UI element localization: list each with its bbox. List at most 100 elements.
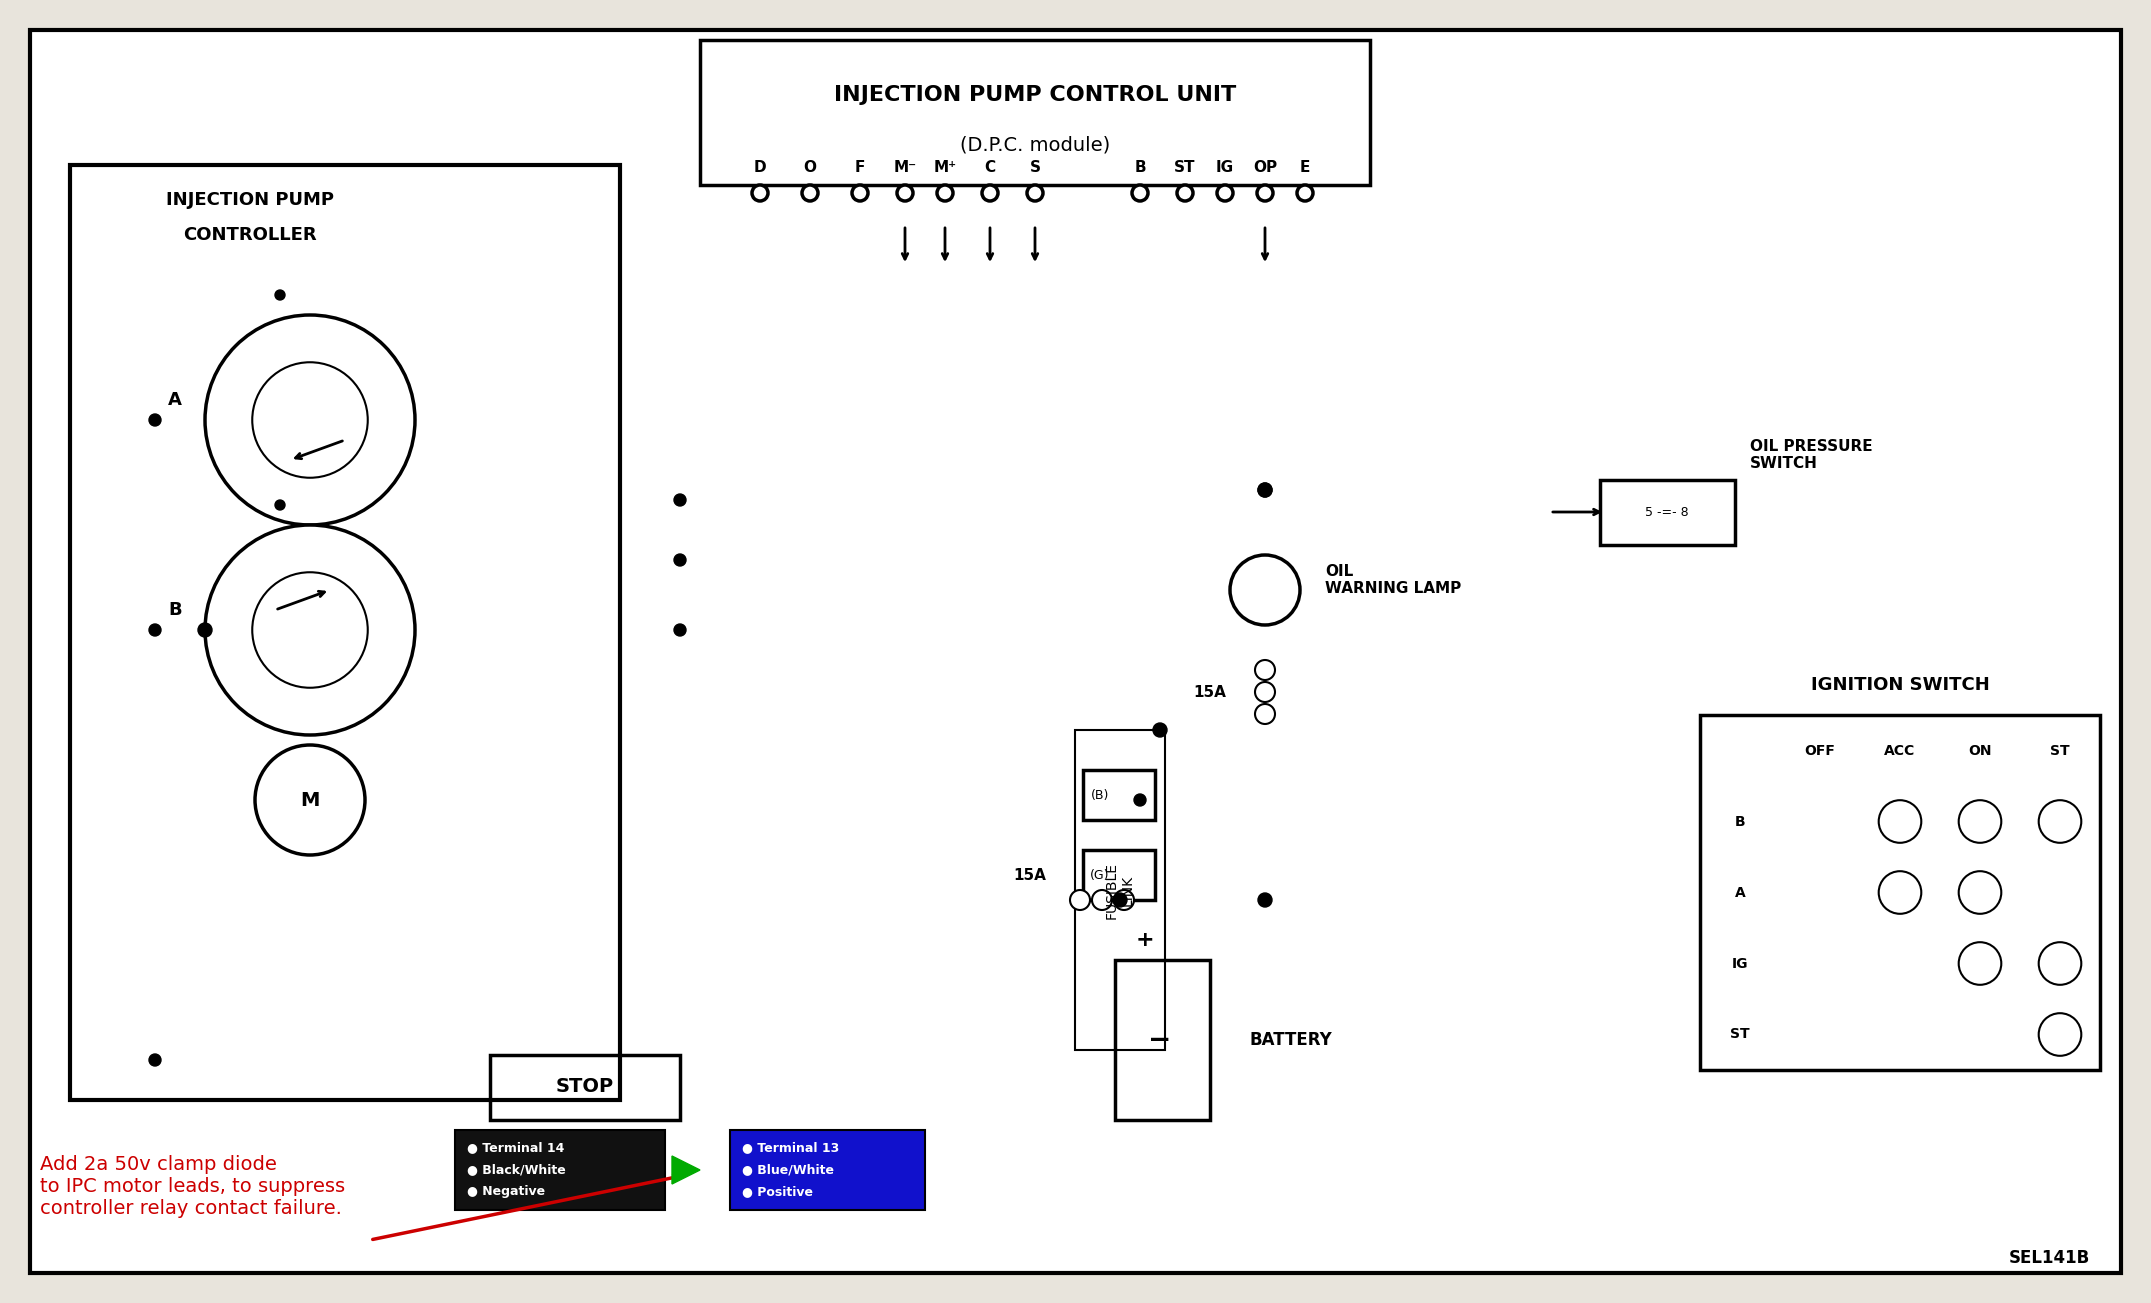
Circle shape (252, 572, 368, 688)
Bar (1699, 715, 2099, 1070)
Circle shape (198, 623, 213, 637)
Circle shape (673, 624, 686, 636)
Circle shape (1114, 890, 1134, 909)
Text: ● Positive: ● Positive (742, 1186, 813, 1199)
Text: INJECTION PUMP CONTROL UNIT: INJECTION PUMP CONTROL UNIT (835, 85, 1237, 106)
Circle shape (1254, 661, 1276, 680)
Circle shape (983, 185, 998, 201)
Text: ● Black/White: ● Black/White (467, 1164, 566, 1177)
Text: B: B (168, 601, 183, 619)
Bar (1082, 850, 1155, 900)
Text: +: + (1136, 930, 1155, 950)
Circle shape (1069, 890, 1091, 909)
Circle shape (1258, 483, 1271, 496)
Text: A: A (168, 391, 183, 409)
Text: Add 2a 50v clamp diode
to IPC motor leads, to suppress
controller relay contact : Add 2a 50v clamp diode to IPC motor lead… (41, 1154, 344, 1218)
Text: O: O (804, 159, 817, 175)
Text: S: S (1030, 159, 1041, 175)
Circle shape (673, 554, 686, 566)
Text: ST: ST (1174, 159, 1196, 175)
Circle shape (1093, 890, 1112, 909)
Circle shape (1112, 893, 1127, 907)
Text: ● Blue/White: ● Blue/White (742, 1164, 835, 1177)
Text: M⁻: M⁻ (893, 159, 916, 175)
Bar (699, 40, 1370, 185)
Circle shape (1131, 185, 1149, 201)
Text: OFF: OFF (1805, 744, 1835, 757)
Text: −: − (1149, 1025, 1172, 1054)
Circle shape (1258, 483, 1271, 496)
Circle shape (1230, 555, 1299, 625)
Circle shape (204, 525, 415, 735)
Text: ● Terminal 14: ● Terminal 14 (467, 1141, 564, 1154)
Circle shape (2039, 1014, 2082, 1055)
Text: M: M (301, 791, 320, 809)
Circle shape (275, 291, 284, 300)
Text: ● Negative: ● Negative (467, 1186, 544, 1199)
Circle shape (673, 494, 686, 506)
Circle shape (938, 185, 953, 201)
Circle shape (1217, 185, 1233, 201)
Circle shape (1878, 800, 1921, 843)
Bar (71, 165, 619, 1100)
Text: M⁺: M⁺ (934, 159, 957, 175)
Bar (1600, 480, 1736, 545)
Circle shape (1177, 185, 1194, 201)
Text: CONTROLLER: CONTROLLER (183, 225, 316, 244)
Text: E: E (1299, 159, 1310, 175)
Circle shape (1134, 794, 1146, 807)
Bar (729, 1130, 925, 1210)
Circle shape (897, 185, 912, 201)
Circle shape (753, 185, 768, 201)
Circle shape (2039, 800, 2082, 843)
Circle shape (1258, 483, 1271, 496)
Circle shape (802, 185, 817, 201)
Circle shape (148, 414, 161, 426)
Circle shape (252, 362, 368, 478)
Text: OP: OP (1252, 159, 1278, 175)
Circle shape (204, 315, 415, 525)
Circle shape (1960, 942, 2000, 985)
Bar (1082, 770, 1155, 820)
Circle shape (1254, 704, 1276, 724)
Circle shape (852, 185, 869, 201)
Text: SEL141B: SEL141B (2009, 1250, 2091, 1267)
Text: ST: ST (1729, 1028, 1749, 1041)
Text: ● Terminal 13: ● Terminal 13 (742, 1141, 839, 1154)
Circle shape (1297, 185, 1312, 201)
Text: OIL PRESSURE
SWITCH: OIL PRESSURE SWITCH (1751, 439, 1874, 472)
Text: 15A: 15A (1194, 684, 1226, 700)
Text: (D.P.C. module): (D.P.C. module) (959, 136, 1110, 155)
Circle shape (256, 745, 366, 855)
Text: ON: ON (1968, 744, 1992, 757)
Circle shape (1256, 185, 1273, 201)
Circle shape (1153, 723, 1168, 737)
Circle shape (148, 624, 161, 636)
Text: B: B (1734, 814, 1744, 829)
Text: 5 -=- 8: 5 -=- 8 (1646, 506, 1689, 519)
Text: A: A (1734, 886, 1744, 899)
Circle shape (1026, 185, 1043, 201)
Circle shape (1960, 800, 2000, 843)
Bar (456, 1130, 665, 1210)
Text: 15A: 15A (1013, 868, 1045, 882)
Circle shape (1254, 681, 1276, 702)
Text: (B): (B) (1091, 788, 1110, 801)
Text: IG: IG (1215, 159, 1235, 175)
Text: IGNITION SWITCH: IGNITION SWITCH (1811, 676, 1990, 694)
Text: F: F (854, 159, 865, 175)
Text: (G): (G) (1091, 869, 1110, 882)
Circle shape (1960, 872, 2000, 913)
Bar (1114, 960, 1211, 1121)
Bar (1076, 730, 1166, 1050)
Polygon shape (671, 1156, 699, 1184)
Circle shape (148, 1054, 161, 1066)
Circle shape (2039, 942, 2082, 985)
Text: OIL
WARNING LAMP: OIL WARNING LAMP (1325, 564, 1461, 597)
Text: ACC: ACC (1884, 744, 1917, 757)
Text: D: D (753, 159, 766, 175)
Circle shape (1878, 872, 1921, 913)
Text: IG: IG (1732, 956, 1749, 971)
Bar (490, 1055, 680, 1121)
Text: ST: ST (2050, 744, 2069, 757)
